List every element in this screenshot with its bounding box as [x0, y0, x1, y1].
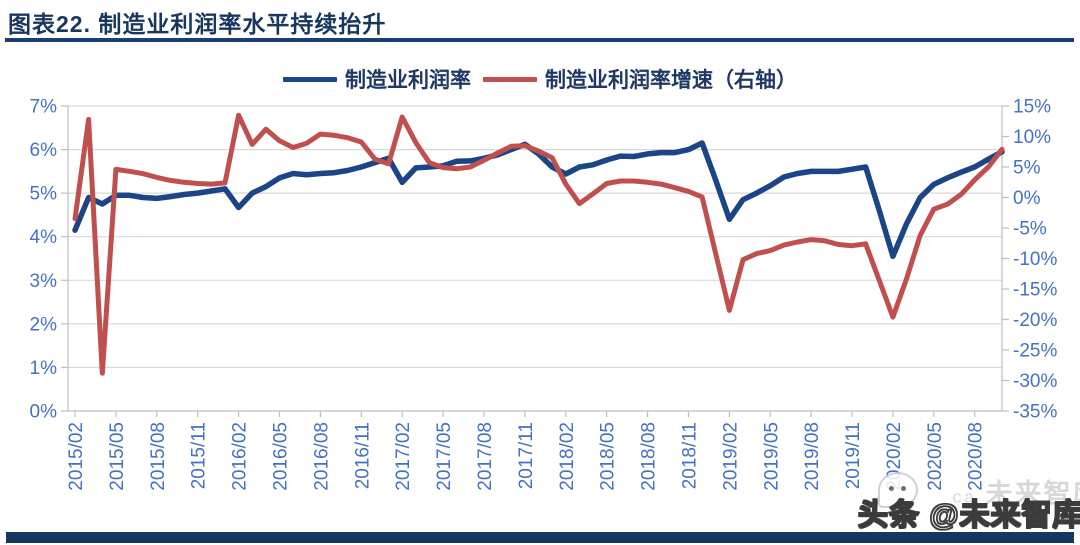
- x-axis-label: 2015/11: [189, 422, 210, 489]
- page-title: 图表22. 制造业利润率水平持续抬升: [8, 11, 387, 37]
- left-axis-label: 6%: [30, 140, 58, 161]
- x-axis-label: 2018/02: [557, 422, 578, 491]
- right-axis-label: 5%: [1013, 158, 1041, 179]
- left-axis-label: 5%: [30, 184, 58, 205]
- watermark-ghost-text: 未来智库: [985, 479, 1080, 509]
- x-axis-label: 2018/08: [639, 422, 660, 491]
- left-axis-label: 7%: [30, 97, 58, 118]
- x-axis-label: 2018/11: [679, 422, 700, 489]
- x-axis-label: 2019/11: [843, 422, 864, 489]
- right-axis-label: -15%: [1013, 280, 1057, 301]
- footer-bar: [6, 532, 1074, 543]
- x-axis-label: 2015/08: [148, 422, 169, 491]
- series-line-profit-margin: [72, 140, 1005, 260]
- watermark-text: 头条 @未来智库: [857, 498, 1080, 532]
- right-axis-label: -20%: [1013, 310, 1057, 331]
- x-axis-label: 2020/08: [966, 422, 987, 491]
- left-axis-label: 1%: [30, 358, 58, 379]
- series-line-growth-rate: [72, 112, 1005, 376]
- x-axis-label: 2016/11: [352, 422, 373, 489]
- x-axis-label: 2016/08: [311, 422, 332, 491]
- right-axis-label: 10%: [1013, 127, 1051, 148]
- watermark-ghost-small: ca: [952, 487, 977, 507]
- x-axis-label: 2017/02: [393, 422, 414, 491]
- x-axis-label: 2017/11: [516, 422, 537, 489]
- title-underline: [5, 38, 1074, 42]
- x-axis-label: 2018/05: [598, 422, 619, 491]
- right-axis-label: -25%: [1013, 341, 1057, 362]
- x-axis-label: 2020/05: [925, 422, 946, 491]
- x-axis-label: 2015/02: [66, 422, 87, 491]
- left-axis-label: 3%: [30, 271, 58, 292]
- x-axis-label: 2019/05: [761, 422, 782, 491]
- right-axis-label: -35%: [1013, 402, 1057, 423]
- left-axis-label: 2%: [30, 314, 58, 335]
- legend-item-growth-rate: 制造业利润率增速（右轴）: [483, 64, 797, 94]
- x-axis-label: 2019/02: [720, 422, 741, 491]
- x-axis-label: 2016/02: [230, 422, 251, 491]
- legend-item-profit-margin: 制造业利润率: [283, 64, 471, 94]
- chart-legend: 制造业利润率 制造业利润率增速（右轴）: [0, 64, 1080, 94]
- toutiao-bubble-icon: [878, 472, 918, 508]
- legend-swatch-red-line: [483, 76, 537, 82]
- watermark-ghost: ca 未来智库: [952, 472, 1080, 511]
- left-axis-label: 0%: [30, 402, 58, 423]
- x-axis-label: 2016/05: [270, 422, 291, 491]
- legend-swatch-blue-line: [283, 76, 337, 82]
- x-axis-label: 2017/05: [434, 422, 455, 491]
- x-axis-label: 2015/05: [107, 422, 128, 491]
- legend-label-growth-rate: 制造业利润率增速（右轴）: [545, 69, 797, 92]
- right-axis-label: -10%: [1013, 249, 1057, 270]
- right-axis-label: 15%: [1013, 97, 1051, 118]
- right-axis-label: 0%: [1013, 188, 1041, 209]
- legend-label-profit-margin: 制造业利润率: [345, 69, 471, 92]
- right-axis-label: -5%: [1013, 219, 1047, 240]
- right-axis-label: -30%: [1013, 371, 1057, 392]
- x-axis-label: 2019/08: [802, 422, 823, 491]
- x-axis-label: 2017/08: [475, 422, 496, 491]
- left-axis-label: 4%: [30, 227, 58, 248]
